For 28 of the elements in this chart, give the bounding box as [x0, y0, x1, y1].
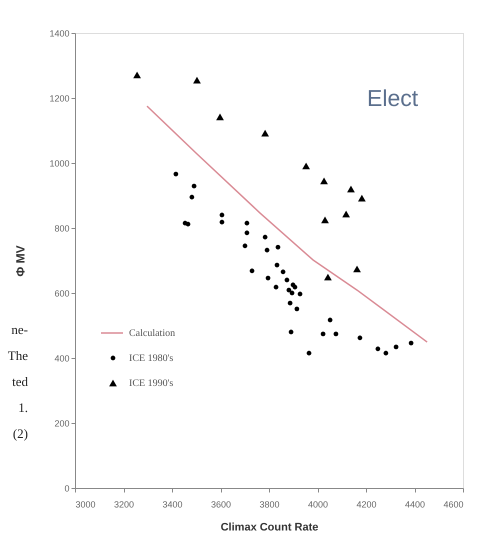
y-tick-label: 1200 — [49, 94, 70, 104]
text: 1. — [18, 400, 28, 415]
y-tick-label: 0 — [64, 484, 70, 494]
annotation: Elect — [367, 85, 419, 111]
y-axis-title: Φ MV — [13, 245, 28, 277]
text: The — [8, 348, 28, 363]
y-tick-label: 800 — [54, 224, 70, 234]
legend-label: ICE 1980's — [129, 353, 174, 364]
legend-label: Calculation — [129, 328, 176, 339]
x-tick-label: 4400 — [404, 500, 426, 510]
text: ted — [12, 374, 28, 389]
x-axis-title: Climax Count Rate — [220, 522, 318, 534]
text: ne- — [11, 322, 28, 337]
y-tick-label: 1000 — [49, 158, 70, 168]
y-tick-label: 400 — [54, 354, 70, 364]
x-tick-label: 3000 — [76, 500, 96, 510]
x-tick-label: 3600 — [210, 500, 232, 510]
y-tick-label: 200 — [54, 418, 70, 428]
y-tick-label: 600 — [54, 288, 70, 298]
x-tick-label: 4200 — [356, 500, 377, 510]
x-tick-label: 3200 — [114, 500, 134, 510]
x-tick-label: 4000 — [308, 500, 328, 510]
x-tick-label: 4600 — [443, 500, 464, 510]
x-tick-label: 3800 — [259, 500, 280, 510]
y-tick-label: 1400 — [49, 28, 70, 38]
x-tick-label: 3400 — [162, 500, 183, 510]
legend-label: ICE 1990's — [129, 378, 174, 389]
text: (2) — [12, 426, 28, 441]
